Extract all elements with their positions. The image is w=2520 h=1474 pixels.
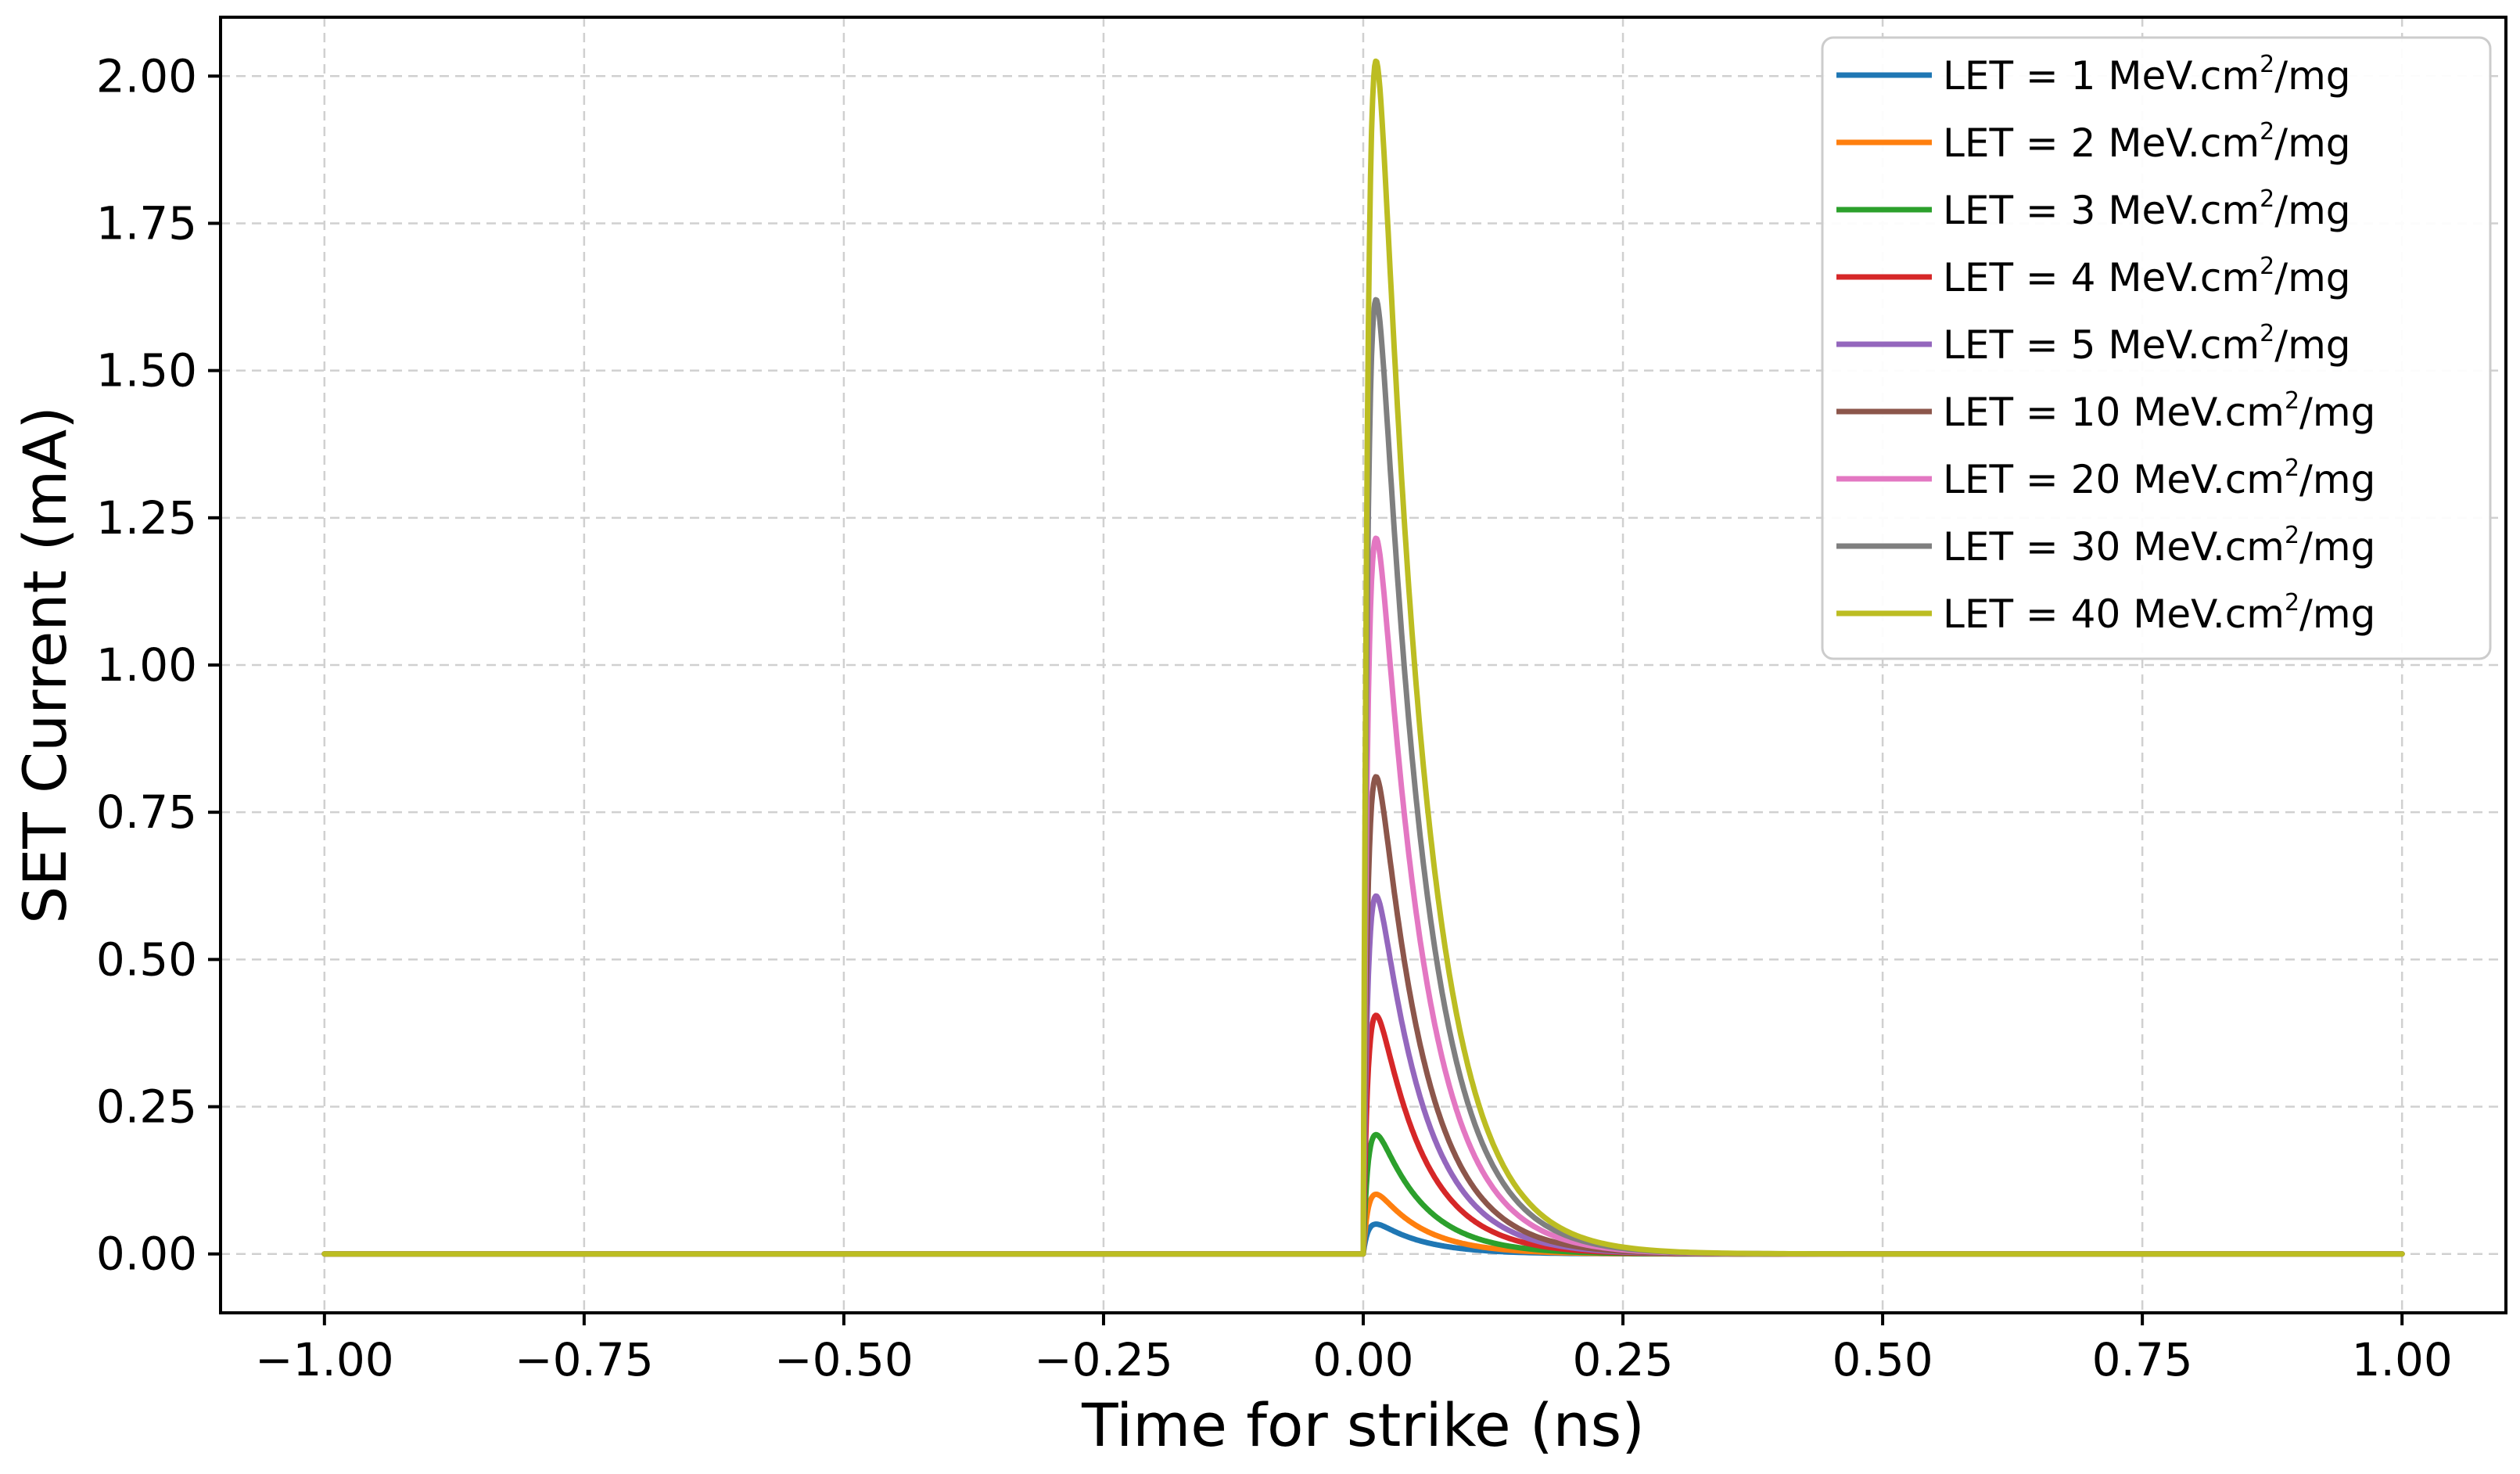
legend-item: LET = 40 MeV.cm2/mg: [1836, 589, 2375, 637]
legend-item: LET = 20 MeV.cm2/mg: [1836, 455, 2375, 502]
y-tick-label: 1.25: [96, 491, 197, 545]
legend-label: LET = 40 MeV.cm2/mg: [1943, 589, 2375, 637]
y-tick-label: 0.00: [96, 1228, 197, 1281]
y-tick-label: 0.50: [96, 933, 197, 986]
x-tick-label: 0.50: [1833, 1333, 1933, 1386]
legend-label: LET = 3 MeV.cm2/mg: [1943, 185, 2351, 233]
y-tick-label: 1.50: [96, 344, 197, 397]
y-tick-label: 1.00: [96, 638, 197, 692]
x-tick-label: 1.00: [2352, 1333, 2453, 1386]
legend-item: LET = 3 MeV.cm2/mg: [1836, 185, 2351, 233]
legend-label: LET = 2 MeV.cm2/mg: [1943, 118, 2351, 166]
x-tick-label: −1.00: [255, 1333, 394, 1386]
legend-item: LET = 1 MeV.cm2/mg: [1836, 51, 2351, 99]
legend-frame: [1821, 36, 2492, 660]
y-axis-title: SET Current (mA): [10, 406, 80, 924]
legend-label: LET = 30 MeV.cm2/mg: [1943, 522, 2375, 570]
y-tick-label: 0.75: [96, 786, 197, 839]
legend-label: LET = 5 MeV.cm2/mg: [1943, 320, 2351, 368]
x-tick-label: −0.50: [774, 1333, 914, 1386]
y-tick-label: 0.25: [96, 1080, 197, 1134]
legend-item: LET = 30 MeV.cm2/mg: [1836, 522, 2375, 570]
legend-label: LET = 4 MeV.cm2/mg: [1943, 253, 2351, 300]
y-tick-label: 2.00: [96, 49, 197, 102]
legend-label: LET = 10 MeV.cm2/mg: [1943, 387, 2375, 435]
series-line-9: [321, 58, 2405, 1257]
y-tick-label: 1.75: [96, 196, 197, 250]
x-tick-label: 0.00: [1312, 1333, 1413, 1386]
legend-item: LET = 2 MeV.cm2/mg: [1836, 118, 2351, 166]
series-layer: [321, 58, 2405, 1257]
legend-label: LET = 1 MeV.cm2/mg: [1943, 51, 2351, 99]
legend-item: LET = 5 MeV.cm2/mg: [1836, 320, 2351, 368]
x-tick-label: −0.75: [515, 1333, 654, 1386]
legend-item: LET = 10 MeV.cm2/mg: [1836, 387, 2375, 435]
x-tick-label: 0.25: [1572, 1333, 1673, 1386]
x-axis-title: Time for strike (ns): [1081, 1390, 1645, 1460]
x-tick-label: −0.25: [1034, 1333, 1173, 1386]
legend: LET = 1 MeV.cm2/mg LET = 2 MeV.cm2/mg LET …: [1821, 36, 2492, 660]
tick-layer: −1.00 −0.75 −0.50 −0.25 0.00 0.25 0.50 0.75 1.00…: [96, 49, 2453, 1386]
legend-label: LET = 20 MeV.cm2/mg: [1943, 455, 2375, 502]
x-tick-label: 0.75: [2092, 1333, 2193, 1386]
legend-item: LET = 4 MeV.cm2/mg: [1836, 253, 2351, 300]
